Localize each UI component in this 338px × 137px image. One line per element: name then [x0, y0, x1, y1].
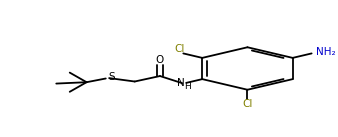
Text: Cl: Cl	[174, 44, 185, 54]
Text: S: S	[108, 72, 115, 82]
Text: N: N	[177, 78, 185, 88]
Text: O: O	[156, 55, 164, 65]
Text: H: H	[185, 82, 191, 91]
Text: Cl: Cl	[242, 99, 253, 109]
Text: NH₂: NH₂	[316, 47, 336, 57]
